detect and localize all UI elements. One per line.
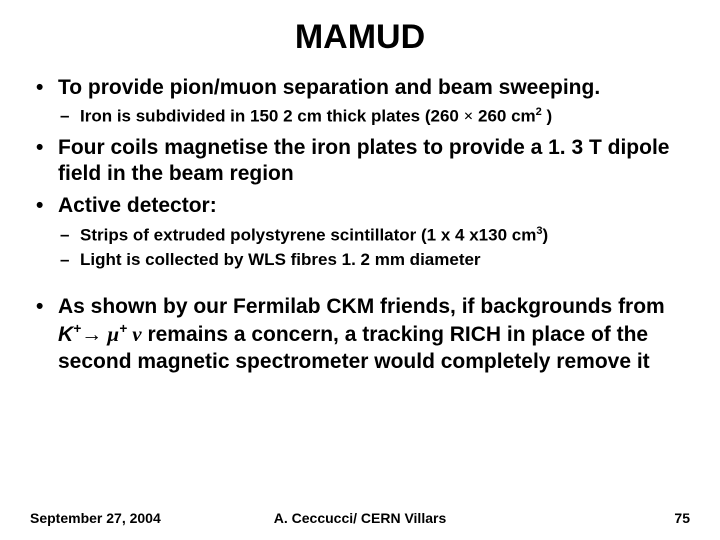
footer: September 27, 2004 A. Ceccucci/ CERN Vil… — [30, 510, 690, 526]
b4-a: As shown by our Fermilab CKM friends, if… — [58, 295, 665, 318]
b1s1-b: 260 cm — [473, 107, 535, 126]
spacer — [30, 278, 690, 294]
nu-symbol: ν — [127, 322, 142, 346]
bullet-1-sublist: Iron is subdivided in 150 2 cm thick pla… — [58, 105, 690, 129]
bullet-3: Active detector: Strips of extruded poly… — [30, 193, 690, 272]
b1s1-a: Iron is subdivided in 150 2 cm thick pla… — [80, 107, 464, 126]
bullet-list: To provide pion/muon separation and beam… — [30, 75, 690, 272]
bullet-list-2: As shown by our Fermilab CKM friends, if… — [30, 294, 690, 375]
bullet-1-sub-1: Iron is subdivided in 150 2 cm thick pla… — [58, 105, 690, 129]
bullet-3-sub-1: Strips of extruded polystyrene scintilla… — [58, 224, 690, 248]
b3-text: Active detector: — [58, 194, 217, 217]
bullet-3-sublist: Strips of extruded polystyrene scintilla… — [58, 224, 690, 273]
slide-title: MAMUD — [30, 18, 690, 57]
mu-plus: + — [119, 321, 127, 336]
mu-symbol: μ — [107, 322, 119, 346]
bullet-1-text: To provide pion/muon separation and beam… — [58, 76, 600, 99]
bullet-4: As shown by our Fermilab CKM friends, if… — [30, 294, 690, 375]
arrow-symbol: → — [81, 322, 107, 346]
bullet-2: Four coils magnetise the iron plates to … — [30, 135, 690, 188]
bullet-1: To provide pion/muon separation and beam… — [30, 75, 690, 129]
times-symbol: × — [464, 107, 474, 126]
bullet-3-sub-2: Light is collected by WLS fibres 1. 2 mm… — [58, 249, 690, 272]
footer-date: September 27, 2004 — [30, 510, 161, 526]
b3s2: Light is collected by WLS fibres 1. 2 mm… — [80, 250, 481, 269]
b2-a: Four coils — [58, 136, 164, 159]
footer-page: 75 — [674, 510, 690, 526]
k-plus: + — [73, 321, 81, 336]
b4-b: remains a concern, a tracking RICH in pl… — [58, 323, 650, 372]
kaon-decay: K+→ μ+ ν — [58, 323, 142, 346]
b3s1-a: Strips of extruded polystyrene scintilla… — [80, 225, 536, 244]
k-letter: K — [58, 323, 73, 346]
b1s1-c: ) — [542, 107, 552, 126]
b3s1-b: ) — [542, 225, 548, 244]
